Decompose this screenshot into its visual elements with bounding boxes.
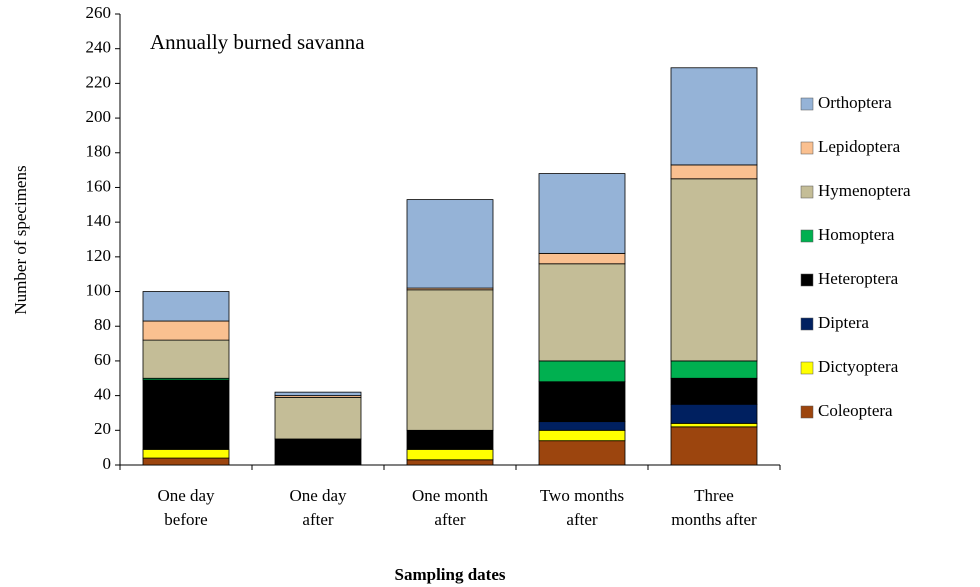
- bar-segment: [274, 391, 362, 397]
- bar-segment: [274, 438, 362, 466]
- legend-swatch: [800, 141, 814, 155]
- y-tick-label: 160: [86, 176, 112, 195]
- legend-label: Heteroptera: [818, 269, 899, 288]
- bar-segment: [142, 379, 230, 450]
- y-tick-label: 40: [94, 385, 111, 404]
- bar-segment: [670, 426, 758, 466]
- legend-swatch: [800, 97, 814, 111]
- y-axis-label: Number of specimens: [11, 165, 30, 314]
- legend-label: Diptera: [818, 313, 869, 332]
- x-tick-label: after: [434, 510, 465, 529]
- bar-segment: [670, 360, 758, 379]
- legend-label: Coleoptera: [818, 401, 893, 420]
- bar-segment: [274, 396, 362, 440]
- bar-segment: [406, 448, 494, 461]
- y-tick-label: 0: [103, 454, 112, 473]
- x-tick-label: One day: [157, 486, 215, 505]
- y-tick-label: 20: [94, 419, 111, 438]
- y-tick-label: 260: [86, 3, 112, 22]
- bar-segment: [142, 339, 230, 379]
- bar-segment: [406, 459, 494, 466]
- y-tick-label: 240: [86, 38, 112, 57]
- bar-segment: [142, 291, 230, 322]
- legend-swatch: [800, 273, 814, 287]
- bar-segment: [670, 403, 758, 424]
- bar-segment: [538, 360, 626, 383]
- bar-segment: [142, 320, 230, 341]
- x-tick-label: Three: [694, 486, 734, 505]
- legend-label: Homoptera: [818, 225, 895, 244]
- y-tick-label: 80: [94, 315, 111, 334]
- legend-swatch: [800, 361, 814, 375]
- legend-label: Lepidoptera: [818, 137, 901, 156]
- y-tick-label: 140: [86, 211, 112, 230]
- bar-segment: [406, 429, 494, 450]
- x-axis-label: Sampling dates: [395, 565, 506, 584]
- bar-segment: [538, 429, 626, 442]
- bar-segment: [142, 448, 230, 459]
- x-tick-label: months after: [671, 510, 757, 529]
- bar-segment: [670, 422, 758, 428]
- bar-segment: [670, 67, 758, 166]
- legend-swatch: [800, 229, 814, 243]
- y-tick-label: 220: [86, 72, 112, 91]
- bar-segment: [670, 178, 758, 362]
- x-tick-label: One day: [289, 486, 347, 505]
- bar-segment: [538, 421, 626, 431]
- legend-swatch: [800, 185, 814, 199]
- bar-segment: [538, 173, 626, 254]
- annotation: Annually burned savanna: [150, 30, 365, 54]
- y-tick-label: 60: [94, 350, 111, 369]
- x-tick-label: after: [302, 510, 333, 529]
- y-tick-label: 200: [86, 107, 112, 126]
- legend-label: Dictyoptera: [818, 357, 899, 376]
- bar-segment: [142, 457, 230, 466]
- x-tick-label: after: [566, 510, 597, 529]
- bar-segment: [670, 164, 758, 180]
- bar-segment: [538, 381, 626, 423]
- x-tick-label: before: [164, 510, 207, 529]
- x-tick-label: One month: [412, 486, 489, 505]
- bar-segment: [538, 252, 626, 265]
- bar-segment: [406, 289, 494, 431]
- legend-swatch: [800, 405, 814, 419]
- bar-segment: [538, 440, 626, 466]
- legend-swatch: [800, 317, 814, 331]
- bar-segment: [670, 377, 758, 405]
- y-tick-label: 120: [86, 246, 112, 265]
- x-tick-label: Two months: [540, 486, 624, 505]
- legend-label: Hymenoptera: [818, 181, 911, 200]
- y-tick-label: 100: [86, 280, 112, 299]
- bar-segment: [538, 263, 626, 362]
- y-tick-label: 180: [86, 142, 112, 161]
- bar-segment: [406, 199, 494, 289]
- legend-label: Orthoptera: [818, 93, 892, 112]
